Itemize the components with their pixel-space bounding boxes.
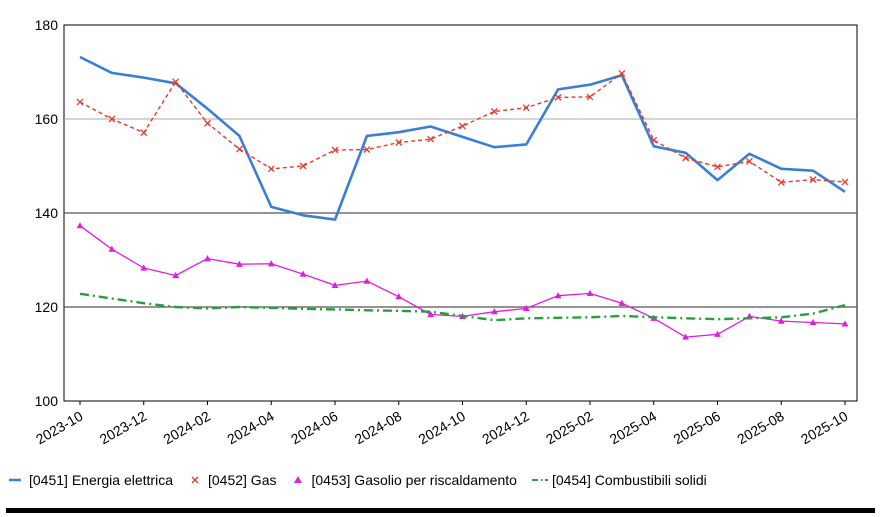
x-tick-label: 2024-02	[160, 408, 213, 448]
data-point	[172, 271, 180, 279]
data-point	[459, 122, 466, 130]
series-group	[76, 55, 849, 340]
data-point	[809, 318, 817, 326]
y-tick-label: 100	[35, 393, 59, 409]
data-point	[108, 115, 116, 123]
data-point	[299, 162, 307, 170]
legend-label: [0453] Gasolio per riscaldamento	[311, 472, 517, 488]
x-tick-label: 2025-02	[543, 408, 596, 448]
data-point	[267, 260, 275, 267]
data-point	[586, 289, 594, 296]
legend-item-gasolio: [0453] Gasolio per riscaldamento	[290, 472, 517, 488]
x-tick-label: 2025-06	[670, 408, 723, 448]
data-point	[108, 245, 116, 252]
data-point	[267, 165, 275, 173]
data-point	[714, 330, 721, 337]
data-point	[554, 292, 562, 299]
data-point	[522, 104, 530, 112]
legend-line-icon	[9, 478, 21, 482]
legend-label: [0454] Combustibili solidi	[551, 472, 707, 488]
data-point	[586, 93, 594, 101]
x-tick-label: 2024-08	[352, 408, 405, 448]
data-point	[331, 146, 339, 154]
legend-label: [0452] Gas	[207, 472, 277, 488]
data-point	[682, 154, 690, 162]
data-point	[745, 157, 753, 165]
data-point	[841, 320, 849, 327]
x-axis: 2023-10 2023-12 2024-02 2024-04 2024-06 2024-…	[33, 401, 851, 447]
legend-item-gas: [0452] Gas	[187, 472, 277, 488]
x-tick-label: 2024-10	[415, 408, 468, 448]
data-point	[618, 69, 626, 77]
x-tick-label: 2025-10	[798, 408, 851, 448]
data-point	[363, 146, 371, 154]
data-point	[235, 260, 243, 267]
y-tick-label: 140	[35, 205, 59, 221]
data-point	[618, 299, 626, 306]
data-point	[650, 136, 658, 144]
data-point	[427, 310, 435, 318]
data-point	[682, 333, 690, 340]
x-tick-label: 2024-12	[479, 408, 532, 448]
legend-item-energia: [0451] Energia elettrica	[8, 472, 173, 488]
data-point	[427, 135, 435, 143]
data-point	[140, 129, 148, 137]
x-tick-label: 2025-08	[734, 408, 787, 448]
series-line	[79, 55, 846, 221]
data-point	[490, 308, 498, 315]
data-point	[395, 293, 403, 300]
data-point	[140, 264, 148, 271]
data-point	[522, 304, 530, 312]
data-point	[331, 281, 339, 288]
data-point	[554, 93, 562, 101]
y-tick-label: 160	[35, 111, 59, 127]
y-axis: 100 120 140 160 180	[35, 17, 59, 409]
data-point	[76, 98, 84, 106]
bottom-divider	[6, 508, 875, 513]
x-tick-label: 2024-04	[224, 408, 277, 448]
data-point	[714, 163, 721, 171]
legend: [0451] Energia elettrica [0452] Gas [045…	[8, 469, 868, 491]
series-line	[79, 292, 846, 322]
data-point	[809, 176, 817, 184]
data-point	[204, 254, 211, 262]
legend-triangle-icon	[294, 476, 303, 483]
x-tick-label: 2023-10	[33, 408, 86, 448]
x-tick-label: 2024-06	[288, 408, 341, 448]
y-tick-label: 180	[35, 17, 59, 33]
data-point	[204, 119, 211, 127]
data-point	[841, 178, 849, 186]
legend-cross-icon	[191, 476, 199, 484]
data-point	[395, 139, 403, 146]
legend-label: [0451] Energia elettrica	[29, 472, 173, 488]
data-point	[777, 178, 785, 186]
x-tick-label: 2023-12	[97, 408, 150, 448]
data-point	[777, 317, 785, 324]
data-point	[172, 78, 180, 86]
y-tick-label: 120	[35, 299, 59, 315]
data-point	[299, 270, 307, 277]
legend-dashdot-icon	[531, 479, 548, 481]
data-point	[363, 277, 371, 284]
data-point	[490, 108, 498, 115]
data-point	[76, 222, 84, 229]
x-tick-label: 2025-04	[607, 408, 660, 448]
legend-item-combustibili: [0454] Combustibili solidi	[531, 472, 707, 488]
data-point	[235, 145, 243, 153]
